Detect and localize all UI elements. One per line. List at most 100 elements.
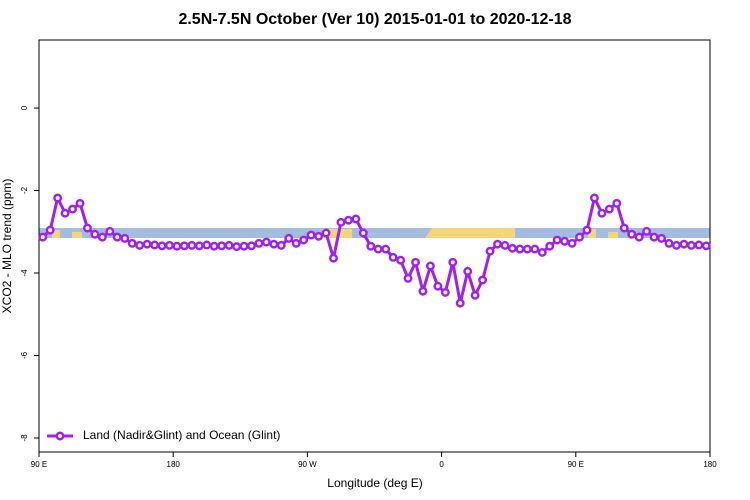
- point: [537, 247, 547, 257]
- point: [575, 232, 584, 242]
- ocean-strip: [39, 228, 710, 238]
- y-tick-label: -4: [20, 269, 29, 277]
- point: [642, 226, 652, 236]
- y-tick-label: -8: [20, 434, 29, 442]
- point: [478, 275, 488, 285]
- point: [202, 240, 212, 250]
- y-axis-label: XCO2 - MLO trend (ppm): [0, 179, 14, 314]
- point: [239, 241, 249, 251]
- point: [470, 290, 480, 300]
- point: [105, 226, 115, 236]
- point: [589, 193, 599, 203]
- land-patch: [52, 230, 60, 238]
- point: [500, 240, 510, 250]
- x-tick-label: 180: [703, 460, 717, 469]
- point: [172, 241, 182, 251]
- point: [75, 198, 85, 208]
- point: [619, 223, 629, 233]
- point: [686, 240, 696, 250]
- legend-marker: [55, 431, 65, 441]
- point: [127, 238, 137, 248]
- point: [232, 242, 242, 252]
- point: [634, 232, 644, 242]
- x-tick-label: 90 E: [31, 460, 47, 469]
- point: [247, 241, 256, 251]
- y-tick-label: 0: [20, 105, 29, 110]
- point: [165, 240, 174, 250]
- point: [381, 244, 391, 254]
- point: [694, 240, 704, 250]
- point: [403, 273, 413, 283]
- point: [530, 244, 540, 254]
- point: [150, 240, 160, 250]
- land-patch: [72, 232, 82, 238]
- point: [418, 286, 428, 296]
- point: [411, 257, 420, 267]
- point: [560, 236, 570, 246]
- point: [83, 223, 92, 233]
- point: [515, 244, 525, 254]
- point: [209, 241, 219, 251]
- point: [493, 239, 502, 249]
- land-patch: [608, 232, 618, 238]
- point: [679, 239, 689, 249]
- point: [254, 238, 264, 248]
- land-patch: [322, 229, 352, 238]
- point: [306, 230, 316, 240]
- point: [38, 232, 48, 242]
- point: [120, 233, 130, 243]
- point: [440, 287, 450, 297]
- point: [485, 246, 495, 256]
- point: [135, 240, 145, 250]
- point: [567, 238, 577, 248]
- point: [187, 240, 197, 250]
- point: [321, 228, 331, 238]
- point: [45, 225, 55, 235]
- point: [343, 215, 353, 225]
- point: [217, 241, 227, 251]
- point: [582, 225, 592, 235]
- land-ocean-strip: [39, 228, 710, 238]
- point: [448, 257, 458, 267]
- point: [358, 228, 368, 238]
- land-patch: [588, 229, 596, 238]
- point: [53, 193, 63, 203]
- point: [552, 235, 562, 245]
- y-tick-label: -6: [20, 351, 29, 359]
- point: [351, 214, 361, 224]
- land-patch: [425, 228, 515, 238]
- point: [299, 235, 309, 245]
- point: [373, 244, 383, 254]
- point: [672, 240, 681, 250]
- point: [664, 238, 674, 248]
- point: [60, 208, 70, 218]
- x-tick-label: 180: [167, 460, 181, 469]
- chart-title: 2.5N-7.5N October (Ver 10) 2015-01-01 to…: [178, 11, 571, 28]
- point: [336, 217, 346, 227]
- x-axis-label: Longitude (deg E): [327, 476, 422, 490]
- point: [112, 232, 122, 242]
- point: [90, 229, 100, 239]
- point: [396, 255, 406, 265]
- point: [433, 281, 443, 291]
- point: [314, 231, 324, 241]
- point: [157, 241, 167, 251]
- point: [597, 208, 607, 218]
- point: [455, 298, 465, 308]
- point: [142, 239, 152, 249]
- point: [657, 233, 666, 243]
- point: [284, 233, 294, 243]
- x-tick-label: 90 W: [298, 460, 317, 469]
- point: [261, 237, 271, 247]
- point: [604, 204, 614, 214]
- point: [366, 241, 376, 251]
- legend-label: Land (Nadir&Glint) and Ocean (Glint): [83, 428, 280, 442]
- point: [276, 240, 286, 250]
- point: [627, 229, 637, 239]
- x-tick-label: 90 E: [568, 460, 584, 469]
- point: [463, 266, 473, 276]
- point: [425, 261, 435, 271]
- point: [97, 232, 107, 242]
- point: [507, 243, 517, 253]
